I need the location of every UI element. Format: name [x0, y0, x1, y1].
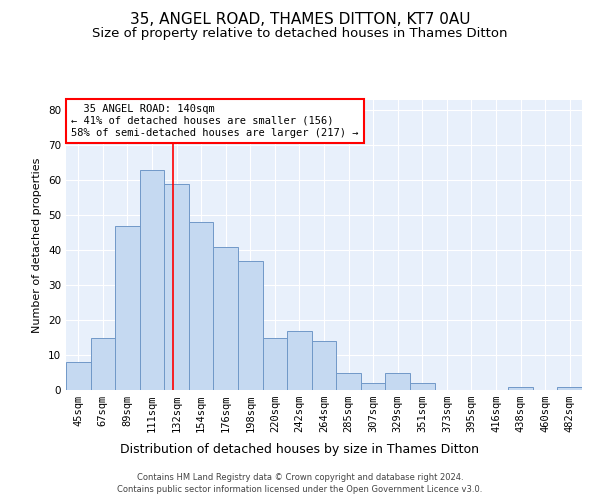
Text: Distribution of detached houses by size in Thames Ditton: Distribution of detached houses by size … — [121, 442, 479, 456]
Bar — [361, 383, 385, 390]
Bar — [557, 386, 582, 390]
Bar — [189, 222, 214, 390]
Text: 35 ANGEL ROAD: 140sqm
← 41% of detached houses are smaller (156)
58% of semi-det: 35 ANGEL ROAD: 140sqm ← 41% of detached … — [71, 104, 359, 138]
Text: Contains public sector information licensed under the Open Government Licence v3: Contains public sector information licen… — [118, 485, 482, 494]
Text: Size of property relative to detached houses in Thames Ditton: Size of property relative to detached ho… — [92, 28, 508, 40]
Bar — [66, 362, 91, 390]
Bar — [312, 341, 336, 390]
Bar — [140, 170, 164, 390]
Bar — [263, 338, 287, 390]
Bar — [91, 338, 115, 390]
Bar — [115, 226, 140, 390]
Bar — [508, 386, 533, 390]
Bar — [214, 246, 238, 390]
Bar — [410, 383, 434, 390]
Bar — [238, 260, 263, 390]
Bar — [336, 372, 361, 390]
Bar — [287, 330, 312, 390]
Text: 35, ANGEL ROAD, THAMES DITTON, KT7 0AU: 35, ANGEL ROAD, THAMES DITTON, KT7 0AU — [130, 12, 470, 28]
Bar — [385, 372, 410, 390]
Bar — [164, 184, 189, 390]
Text: Contains HM Land Registry data © Crown copyright and database right 2024.: Contains HM Land Registry data © Crown c… — [137, 472, 463, 482]
Y-axis label: Number of detached properties: Number of detached properties — [32, 158, 43, 332]
